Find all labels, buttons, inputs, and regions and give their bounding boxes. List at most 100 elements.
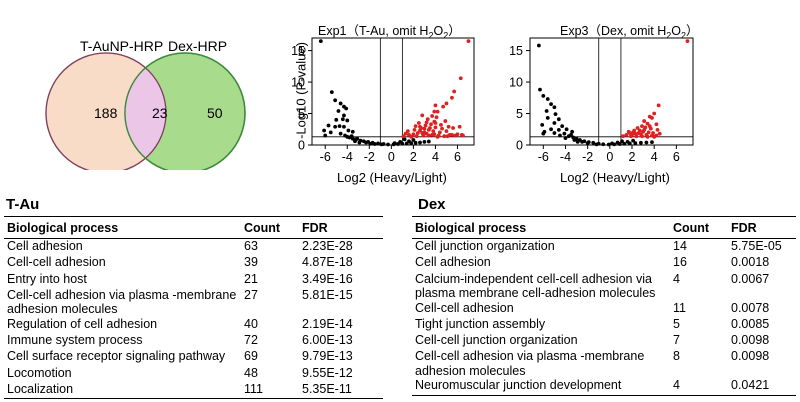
data-point-red (636, 131, 641, 135)
data-point-black (558, 133, 562, 138)
data-point-red (439, 122, 443, 127)
data-point-black (625, 139, 630, 144)
data-point-black (580, 139, 585, 144)
x-tick-label: 0 (388, 150, 395, 164)
data-point-black (564, 127, 569, 132)
dex-cell-process: Cell junction organization (415, 239, 555, 253)
data-point-red (458, 76, 463, 81)
dex-cell-fdr: 0.0421 (728, 378, 796, 396)
data-point-black (570, 129, 575, 134)
dex-cell-fdr: 0.0078 (731, 300, 770, 315)
data-point-black (650, 140, 654, 145)
data-point-black (556, 127, 561, 132)
data-point-black (344, 106, 349, 111)
data-point-red (445, 134, 450, 139)
dex-cell-process: Neuromuscular junction development (412, 378, 670, 396)
data-point-black (342, 113, 346, 118)
tau-cell-count: 40 (244, 316, 258, 331)
data-point-red (432, 109, 437, 114)
data-point-black (552, 121, 557, 125)
data-point-black (355, 136, 360, 141)
data-point-red (455, 132, 460, 137)
data-point-red (422, 126, 427, 131)
table-row: Locomotion 48 9.55E-12 (4, 366, 383, 382)
data-point-red (444, 129, 449, 134)
data-point-red (443, 119, 448, 123)
x-tick-label: 4 (651, 150, 658, 164)
dex-cell-count: 4 (673, 271, 680, 286)
venn-right-only-count: 50 (207, 105, 223, 121)
data-point-red (428, 126, 432, 130)
data-point-red (626, 129, 631, 134)
data-point-red (440, 126, 444, 131)
tau-cell-count: 48 (244, 365, 258, 380)
data-point-red (624, 133, 629, 137)
data-point-black (622, 141, 627, 146)
tau-cell-process: Cell adhesion (7, 239, 83, 253)
data-point-black (413, 140, 418, 145)
volcano-plot-exp1: -6 -4 -2 0 2 4 6 0 5 10 15 (291, 37, 475, 164)
table-row: Cell adhesion 16 0.0018 (412, 255, 796, 271)
data-point-red (418, 124, 422, 129)
data-point-black (549, 102, 553, 106)
tau-table-title: T-Au (6, 196, 40, 213)
data-point-red (429, 122, 433, 127)
dex-cell-fdr: 5.75E-05 (731, 239, 782, 253)
data-point-red (423, 123, 428, 128)
data-point-red (657, 131, 662, 136)
data-point-black (426, 139, 431, 144)
table-row: Immune system process 72 6.00E-13 (4, 333, 383, 349)
data-point-red (414, 134, 419, 139)
data-point-red (621, 134, 626, 139)
table-row: Cell adhesion 63 2.23E-28 (4, 239, 383, 256)
data-point-black (322, 128, 327, 133)
data-point-red (420, 113, 425, 118)
tau-cell-process: Localization (4, 382, 241, 400)
data-point-red (461, 133, 465, 138)
data-point-black (610, 141, 614, 146)
tau-cell-fdr: 4.87E-18 (302, 255, 353, 270)
tau-cell-count: 69 (244, 349, 258, 364)
tau-cell-process: Regulation of cell adhesion (7, 316, 158, 331)
plot1-title: Exp1（T-Au, omit H2O2） (318, 24, 461, 41)
data-point-red (401, 134, 406, 139)
data-point-red (635, 126, 640, 130)
dex-cell-count: 16 (673, 255, 687, 270)
dex-cell-process: Tight junction assembly (415, 316, 546, 331)
data-point-black (552, 105, 557, 110)
dex-cell-count: 14 (673, 239, 687, 253)
data-point-black (556, 117, 561, 122)
y-tick-label: 10 (291, 76, 305, 90)
data-point-red (655, 127, 660, 132)
data-point-red (405, 129, 410, 134)
data-point-red (421, 133, 426, 138)
data-point-black (545, 97, 550, 101)
table-row: Tight junction assembly 5 0.0085 (412, 317, 796, 333)
dex-cell-process: Cell-cell junction organization (415, 333, 578, 348)
data-point-red (415, 131, 420, 135)
data-point-red (446, 124, 451, 129)
x-tick-label: -4 (560, 150, 571, 164)
dex-header-count: Count (670, 216, 728, 239)
data-point-red (411, 132, 416, 137)
tau-cell-fdr: 9.55E-12 (302, 365, 353, 380)
dex-cell-fdr: 0.0018 (731, 255, 770, 270)
data-point-black (591, 140, 596, 145)
dex-cell-process: Cell-cell adhesion (415, 300, 514, 315)
table-row: Neuromuscular junction development 4 0.042… (412, 378, 796, 396)
data-point-black (345, 134, 350, 139)
data-point-black (538, 87, 542, 92)
data-point-black (540, 122, 545, 127)
data-point-red (424, 120, 429, 125)
data-point-black (553, 112, 558, 117)
data-point-black (606, 142, 611, 147)
data-point-black (407, 139, 411, 144)
tau-cell-process: Cell-cell adhesion (7, 255, 106, 270)
data-point-red (418, 128, 422, 133)
data-point-red (433, 125, 438, 130)
dex-table-title: Dex (418, 196, 446, 213)
x-tick-label: 2 (629, 150, 636, 164)
tau-cell-process: Locomotion (7, 365, 72, 380)
data-point-black (562, 131, 567, 136)
x-tick-label: 6 (673, 150, 680, 164)
